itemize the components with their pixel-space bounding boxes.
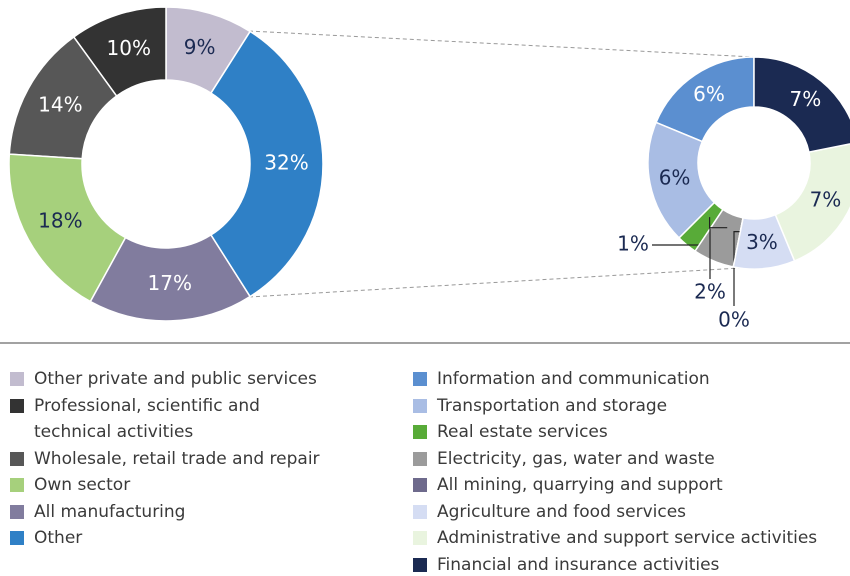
legend-item: Professional, scientific and technical a… [10, 393, 332, 446]
legend-swatch [413, 398, 427, 413]
legend-item: Administrative and support service activ… [413, 525, 850, 552]
data-label: 9% [184, 35, 216, 59]
donut-segment [209, 30, 324, 298]
data-label: 0% [718, 308, 750, 332]
legend-item: Agriculture and food services [413, 499, 850, 526]
donut-segment [8, 153, 127, 303]
legend-swatch [413, 372, 427, 386]
data-label: 18% [38, 209, 82, 233]
data-label: 7% [790, 87, 822, 111]
data-label: 3% [746, 230, 778, 254]
legend-swatch [413, 425, 427, 439]
legend-item: Other private and public services [10, 366, 332, 393]
data-label: 10% [107, 36, 151, 60]
legend-label: Professional, scientific and technical a… [34, 395, 260, 443]
legend-item: All manufacturing [10, 499, 332, 526]
legend-swatch [10, 451, 24, 466]
donut-segment [753, 56, 850, 153]
connector [248, 267, 741, 298]
legend-item: Real estate services [413, 419, 850, 446]
legend-label: Financial and insurance activities [437, 554, 720, 575]
legend: Other private and public services Profess… [10, 366, 332, 552]
legend-swatch [413, 531, 427, 545]
legend-item: Information and communication [413, 366, 850, 393]
legend-swatch [413, 504, 427, 519]
leader-line [709, 227, 728, 279]
legend-item: Financial and insurance activities [413, 552, 850, 576]
legend-label: Other private and public services [34, 369, 317, 389]
legend-swatch [413, 557, 427, 572]
connector [248, 30, 755, 58]
legend-item: Electricity, gas, water and waste [413, 446, 850, 473]
legend-swatch [413, 478, 427, 492]
legend-label: Administrative and support service activ… [437, 528, 818, 548]
chart: 9% 10% 14% 18% 17% 32% 6% 6% 1% 2% 0% 3% 7% 7% [0, 6, 850, 344]
legend-swatch [10, 531, 24, 545]
legend-swatch [10, 478, 24, 492]
data-label: 6% [693, 82, 725, 106]
legend-label: Electricity, gas, water and waste [437, 448, 715, 469]
legend-label: Wholesale, retail trade and repair [34, 448, 320, 469]
legend-item: All mining, quarrying and support [413, 472, 850, 499]
legend-item: Wholesale, retail trade and repair [10, 446, 332, 473]
legend-item: Other [10, 525, 332, 552]
legend-label: Agriculture and food services [437, 501, 687, 522]
data-label: 14% [38, 92, 82, 116]
data-label: 2% [694, 280, 726, 304]
legend-label: Own sector [34, 475, 131, 495]
legend-swatch [10, 504, 24, 519]
legend-label: Transportation and storage [437, 395, 668, 416]
legend-label: Other [34, 528, 83, 548]
data-label: 6% [659, 165, 691, 189]
donut-segment [89, 233, 252, 322]
data-label: 32% [264, 151, 308, 175]
donut-segment [774, 143, 850, 262]
legend-label: Real estate services [437, 422, 608, 442]
legend-item: Transportation and storage [413, 393, 850, 420]
legend: Information and communication Transportat… [413, 366, 850, 576]
leader-line [733, 231, 741, 306]
legend-swatch [10, 398, 24, 413]
data-label: 7% [810, 188, 842, 212]
data-label: 1% [617, 232, 649, 256]
legend-label: All manufacturing [34, 501, 186, 522]
legend-label: All mining, quarrying and support [437, 475, 723, 495]
legend-item: Own sector [10, 472, 332, 499]
legend-label: Information and communication [437, 369, 710, 389]
data-label: 17% [148, 271, 192, 295]
legend-swatch [413, 451, 427, 466]
legend-swatch [10, 372, 24, 386]
